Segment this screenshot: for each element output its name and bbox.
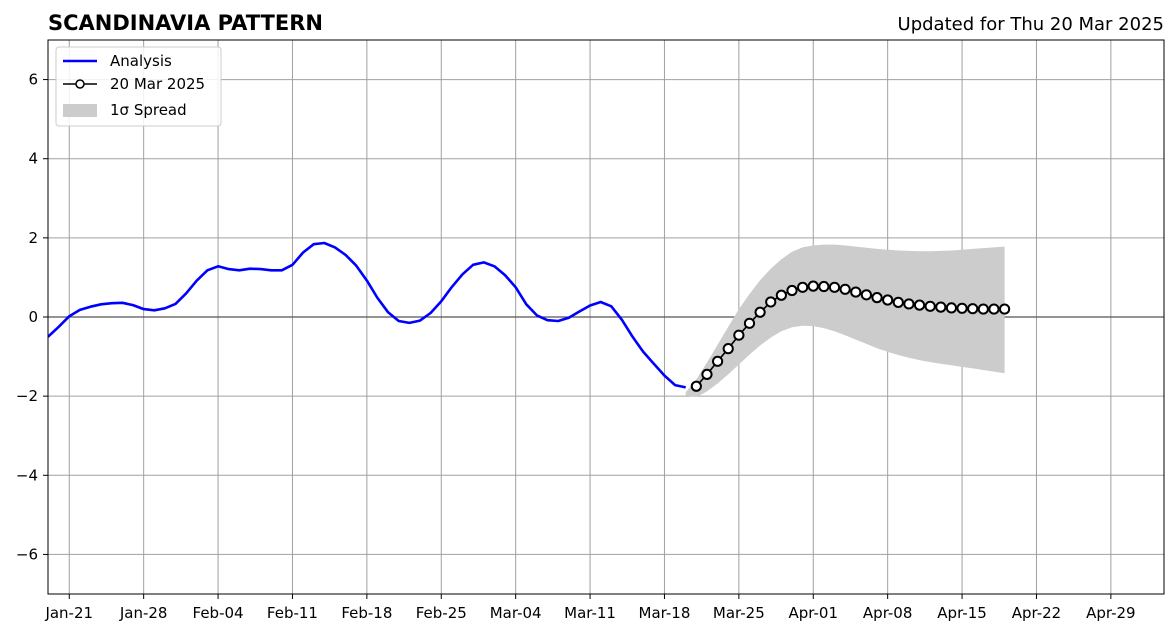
x-tick-label: Mar-25 <box>713 604 765 622</box>
chart-title: SCANDINAVIA PATTERN <box>48 11 323 35</box>
y-tick-label: 0 <box>28 308 38 326</box>
x-tick-label: Apr-15 <box>937 604 987 622</box>
analysis-line <box>48 241 686 389</box>
forecast-point <box>733 329 745 341</box>
x-tick-label: Mar-04 <box>490 604 542 622</box>
x-tick-label: Apr-29 <box>1086 604 1136 622</box>
forecast-point <box>967 303 979 315</box>
forecast-point <box>828 281 841 293</box>
forecast-point <box>913 299 926 311</box>
forecast-point <box>818 280 830 293</box>
forecast-point <box>860 289 873 301</box>
forecast-point <box>722 343 734 355</box>
x-tick-label: Apr-08 <box>863 604 913 622</box>
chart-subtitle: Updated for Thu 20 Mar 2025 <box>898 14 1164 35</box>
forecast-point <box>743 317 756 329</box>
legend-spread-swatch <box>63 104 97 117</box>
spread-band <box>685 244 1005 398</box>
x-tick-label: Feb-04 <box>193 604 244 622</box>
y-tick-label: −4 <box>16 466 38 484</box>
x-tick-label: Feb-18 <box>341 604 392 622</box>
legend-label: 20 Mar 2025 <box>110 75 205 93</box>
x-tick-label: Mar-18 <box>639 604 691 622</box>
forecast-point <box>765 296 777 308</box>
forecast-point <box>786 284 798 297</box>
forecast-point <box>754 306 766 318</box>
y-tick-label: 2 <box>28 229 38 247</box>
forecast-point <box>882 294 894 306</box>
forecast-point <box>935 301 947 313</box>
x-tick-label: Mar-11 <box>564 604 616 622</box>
x-tick-label: Apr-01 <box>789 604 839 622</box>
forecast-point <box>712 355 724 367</box>
forecast-point <box>956 302 968 314</box>
forecast-point <box>850 286 862 298</box>
forecast-point <box>892 296 904 308</box>
forecast-point <box>701 368 713 380</box>
legend-forecast-marker <box>75 79 85 89</box>
legend-box <box>55 46 222 127</box>
forecast-point <box>903 298 915 310</box>
forecast-point <box>998 303 1011 315</box>
forecast-point <box>797 281 809 293</box>
forecast-point <box>775 289 787 301</box>
y-tick-label: −2 <box>16 387 38 405</box>
forecast-point <box>690 380 702 392</box>
legend-label: Analysis <box>110 52 172 70</box>
forecast-point <box>988 303 1000 315</box>
x-tick-label: Jan-21 <box>44 604 93 622</box>
y-tick-label: −6 <box>16 545 38 563</box>
forecast-point <box>945 302 958 314</box>
legend-label: 1σ Spread <box>110 101 187 119</box>
x-tick-label: Jan-28 <box>119 604 168 622</box>
forecast-point <box>924 300 936 312</box>
plot-area: Jan-21 Jan-28 Feb-04 Feb-11 Feb-18 Feb-25 Mar-… <box>16 39 1165 622</box>
forecast-point <box>871 292 883 304</box>
forecast-point <box>839 283 851 295</box>
y-tick-label: 4 <box>28 150 38 168</box>
y-tick-label: 6 <box>28 71 38 89</box>
x-tick-label: Apr-22 <box>1012 604 1062 622</box>
forecast-point <box>807 280 819 292</box>
x-tick-label: Feb-11 <box>267 604 318 622</box>
forecast-point <box>977 303 989 315</box>
x-tick-label: Feb-25 <box>416 604 467 622</box>
